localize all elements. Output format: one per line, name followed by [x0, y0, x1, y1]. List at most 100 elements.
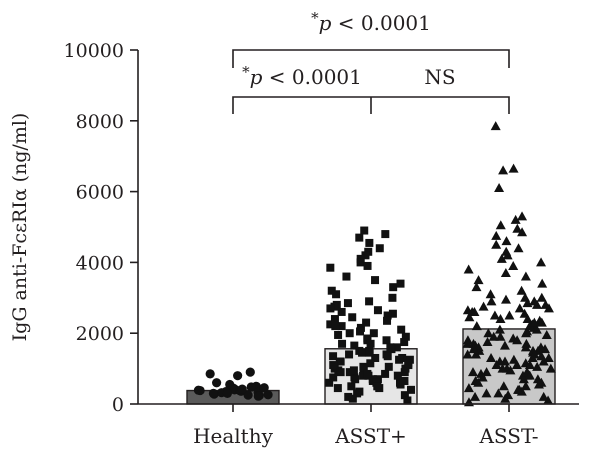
point-asst- — [337, 307, 346, 316]
point-asst- — [471, 282, 482, 292]
point-asst- — [496, 253, 507, 263]
point-asst- — [529, 349, 540, 359]
point-asst- — [366, 339, 375, 348]
point-asst- — [529, 296, 540, 306]
point-asst- — [485, 289, 496, 299]
point-asst- — [393, 371, 402, 380]
point-asst- — [326, 320, 335, 329]
x-labels: Healthy ASST+ ASST- — [193, 404, 539, 448]
point-asst- — [383, 311, 392, 320]
point-asst- — [381, 230, 390, 239]
point-asst- — [524, 360, 535, 370]
point-asst- — [467, 367, 478, 377]
point-asst- — [358, 348, 367, 357]
point-asst- — [462, 349, 473, 359]
point-asst- — [521, 338, 532, 348]
data-points — [193, 121, 556, 407]
point-asst- — [359, 371, 368, 380]
point-asst- — [397, 325, 406, 334]
point-asst- — [497, 363, 508, 373]
point-asst- — [495, 331, 506, 341]
point-asst- — [536, 292, 547, 302]
point-asst- — [361, 251, 370, 260]
point-asst- — [359, 364, 368, 373]
point-asst- — [545, 363, 556, 373]
point-healthy — [243, 390, 253, 400]
point-healthy — [205, 369, 215, 379]
ns-label: NS — [424, 65, 455, 89]
point-asst- — [326, 263, 335, 272]
point-asst- — [401, 364, 410, 373]
point-asst- — [373, 382, 382, 391]
p-value-label: *p < 0.0001 — [311, 9, 431, 35]
point-asst- — [477, 372, 488, 382]
point-asst- — [360, 226, 369, 235]
point-asst- — [520, 381, 531, 391]
y-tick-label: 8000 — [76, 111, 124, 133]
point-asst- — [521, 328, 532, 338]
point-asst- — [510, 214, 521, 224]
point-asst- — [329, 373, 338, 382]
point-asst- — [511, 360, 522, 370]
point-asst- — [538, 391, 549, 401]
y-axis-label: IgG anti-FcεRIα (ng/ml) — [9, 113, 31, 342]
point-asst- — [389, 283, 398, 292]
point-asst- — [513, 384, 524, 394]
point-asst- — [400, 391, 409, 400]
x-tick-label: ASST- — [478, 424, 538, 448]
point-asst- — [333, 384, 342, 393]
point-asst- — [356, 327, 365, 336]
point-asst- — [517, 227, 528, 237]
point-asst- — [473, 377, 484, 387]
point-asst- — [330, 302, 339, 311]
y-tick-label: 4000 — [76, 252, 124, 274]
point-asst- — [381, 369, 390, 378]
y-tick-label: 10000 — [64, 40, 124, 62]
point-asst- — [407, 385, 416, 394]
point-asst- — [329, 352, 338, 361]
point-asst- — [502, 250, 513, 260]
point-asst- — [366, 359, 375, 368]
point-asst- — [491, 360, 502, 370]
y-tick-label: 2000 — [76, 323, 124, 345]
point-asst- — [513, 243, 524, 253]
point-asst- — [464, 312, 475, 322]
point-asst- — [478, 301, 489, 311]
point-asst- — [386, 343, 395, 352]
point-asst- — [365, 297, 374, 306]
point-asst- — [355, 233, 364, 242]
point-healthy — [208, 388, 219, 398]
point-asst- — [373, 306, 382, 315]
point-asst- — [495, 314, 506, 324]
point-asst- — [325, 378, 334, 387]
point-asst- — [498, 165, 509, 175]
point-asst- — [468, 344, 479, 354]
point-asst- — [524, 321, 535, 331]
point-asst- — [343, 299, 352, 308]
point-asst- — [388, 293, 397, 302]
point-asst- — [488, 331, 499, 341]
p-value-label: *p < 0.0001 — [242, 63, 362, 89]
point-asst- — [489, 310, 500, 320]
point-healthy — [195, 385, 205, 396]
point-healthy — [212, 378, 222, 388]
point-asst- — [363, 261, 372, 270]
bracket-healthy-vs-asst-minus — [232, 49, 510, 68]
point-asst- — [524, 370, 535, 380]
point-asst- — [371, 353, 380, 362]
point-asst- — [543, 352, 554, 362]
point-asst- — [498, 381, 509, 391]
point-asst- — [349, 366, 358, 375]
point-asst- — [501, 236, 512, 246]
point-asst- — [520, 271, 531, 281]
point-asst- — [337, 322, 346, 331]
point-asst- — [520, 292, 531, 302]
point-asst- — [401, 332, 410, 341]
point-asst- — [504, 310, 515, 320]
point-asst- — [345, 329, 354, 338]
point-asst- — [512, 223, 523, 233]
point-asst- — [473, 275, 484, 285]
point-asst- — [541, 329, 552, 339]
point-asst- — [334, 330, 343, 339]
x-tick-label: ASST+ — [334, 424, 407, 448]
